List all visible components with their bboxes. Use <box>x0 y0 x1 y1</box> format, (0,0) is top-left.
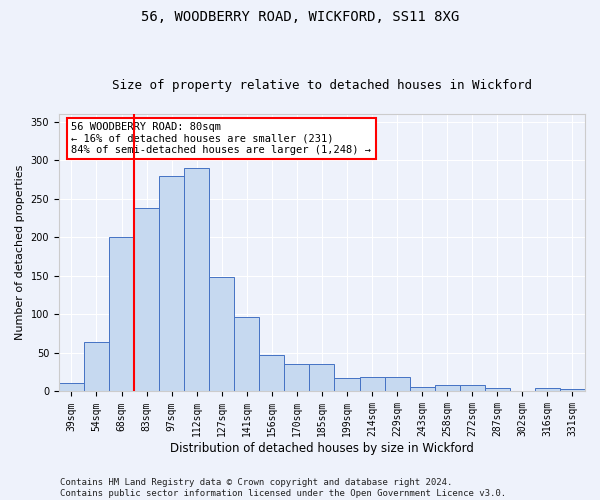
Bar <box>410 387 434 392</box>
X-axis label: Distribution of detached houses by size in Wickford: Distribution of detached houses by size … <box>170 442 474 455</box>
Bar <box>535 388 560 392</box>
Y-axis label: Number of detached properties: Number of detached properties <box>15 165 25 340</box>
Bar <box>460 386 485 392</box>
Bar <box>385 377 410 392</box>
Bar <box>109 238 134 392</box>
Title: Size of property relative to detached houses in Wickford: Size of property relative to detached ho… <box>112 79 532 92</box>
Bar <box>359 377 385 392</box>
Bar <box>284 364 310 392</box>
Bar <box>134 208 159 392</box>
Bar <box>334 378 359 392</box>
Text: Contains HM Land Registry data © Crown copyright and database right 2024.
Contai: Contains HM Land Registry data © Crown c… <box>60 478 506 498</box>
Text: 56, WOODBERRY ROAD, WICKFORD, SS11 8XG: 56, WOODBERRY ROAD, WICKFORD, SS11 8XG <box>141 10 459 24</box>
Bar <box>560 389 585 392</box>
Bar <box>259 355 284 392</box>
Bar <box>310 364 334 392</box>
Bar <box>510 390 535 392</box>
Bar <box>434 384 460 392</box>
Bar <box>184 168 209 392</box>
Bar <box>159 176 184 392</box>
Text: 56 WOODBERRY ROAD: 80sqm
← 16% of detached houses are smaller (231)
84% of semi-: 56 WOODBERRY ROAD: 80sqm ← 16% of detach… <box>71 122 371 155</box>
Bar <box>59 383 84 392</box>
Bar <box>485 388 510 392</box>
Bar <box>234 316 259 392</box>
Bar <box>84 342 109 392</box>
Bar <box>209 276 234 392</box>
